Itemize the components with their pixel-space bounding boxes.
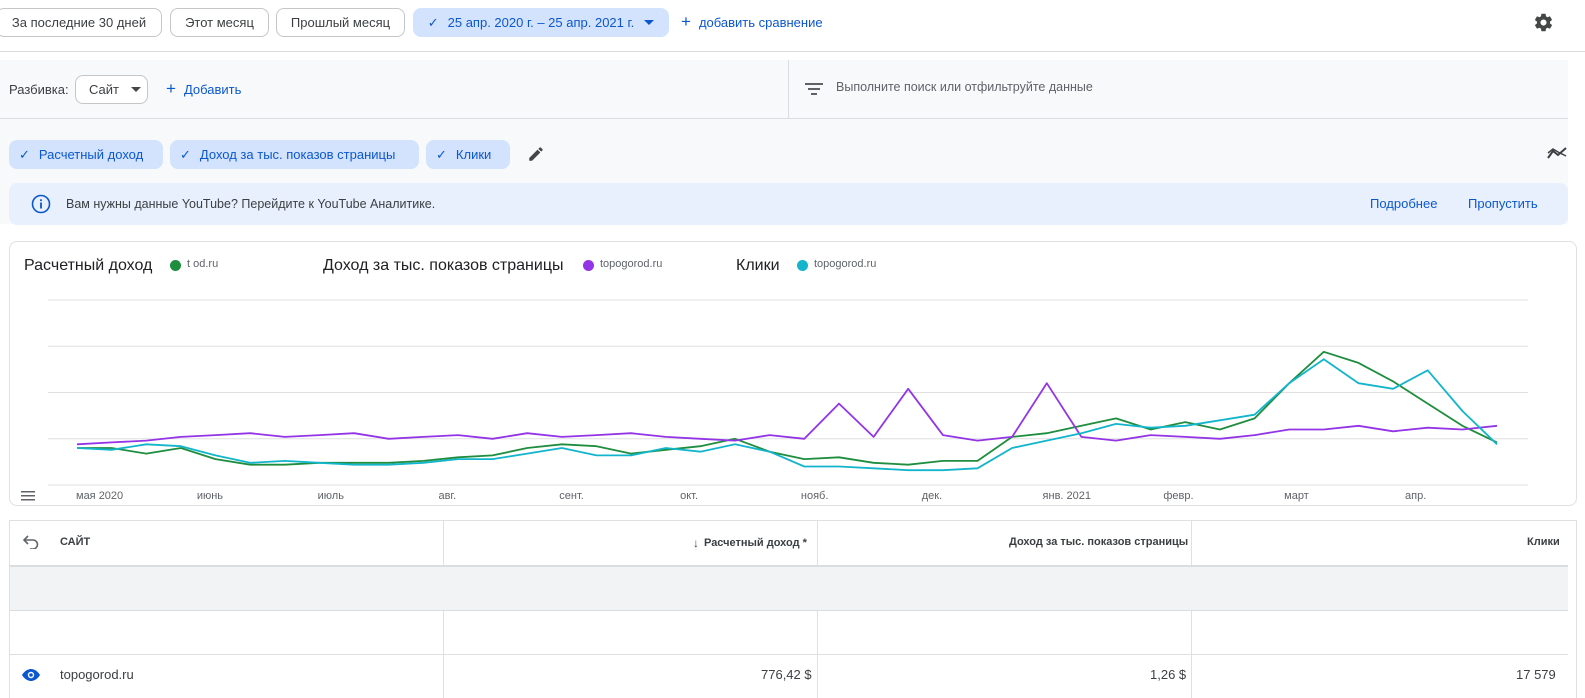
legend-site-clicks: topogorod.ru: [814, 258, 877, 270]
header-clicks[interactable]: Клики: [1527, 536, 1560, 548]
add-breakdown-label: Добавить: [183, 81, 242, 97]
legend-dot-clicks: [797, 260, 808, 271]
breakdown-value: Сайт: [89, 82, 119, 97]
eye-icon[interactable]: [21, 668, 41, 682]
row-divider: [10, 654, 1568, 655]
date-range-picker[interactable]: ✓ 25 апр. 2020 г. – 25 апр. 2021 г.: [413, 8, 669, 37]
search-placeholder: Выполните поиск или отфильтруйте данные: [836, 80, 1093, 94]
menu-icon[interactable]: [21, 491, 35, 501]
x-tick-label: июль: [317, 490, 344, 502]
check-icon: ✓: [436, 146, 447, 162]
column-divider: [1191, 521, 1192, 573]
learn-more-link[interactable]: Подробнее: [1370, 196, 1438, 211]
skip-button[interactable]: Пропустить: [1468, 196, 1538, 211]
x-tick-label: нояб.: [800, 490, 829, 502]
column-divider: [443, 521, 444, 573]
add-comparison-button[interactable]: + добавить сравнение: [681, 12, 823, 31]
legend-site-revenue: t od.ru: [187, 258, 219, 270]
x-tick-label: сент.: [559, 490, 584, 502]
cell-clicks: 17 579: [1516, 667, 1556, 682]
x-tick-label: мая 2020: [76, 490, 124, 502]
series-line-1: [76, 382, 1498, 446]
header-rpm[interactable]: Доход за тыс. показов страницы: [1009, 536, 1189, 548]
header-divider: [10, 565, 1568, 566]
plus-icon: +: [681, 12, 691, 31]
preset-last-30-days[interactable]: За последние 30 дней: [0, 8, 162, 37]
legend-dot-revenue: [170, 260, 181, 271]
totals-row: [10, 566, 1568, 611]
metric-chip-revenue[interactable]: ✓ Расчетный доход: [9, 140, 163, 169]
legend-metric-rpm: Доход за тыс. показов страницы: [323, 257, 564, 274]
legend-dot-rpm: [583, 260, 594, 271]
trend-line-icon[interactable]: [1547, 146, 1567, 160]
legend-site-rpm: topogorod.ru: [600, 258, 663, 270]
edit-pencil-icon[interactable]: [527, 145, 545, 163]
chevron-down-icon: [644, 20, 655, 25]
back-arrow-icon[interactable]: [23, 534, 39, 549]
cell-rpm: 1,26 $: [1150, 667, 1187, 682]
breakdown-bar: [0, 60, 1568, 119]
series-line-2: [76, 358, 1498, 472]
x-tick-label: дек.: [921, 490, 943, 502]
preset-label: Этот месяц: [185, 15, 254, 30]
column-divider: [817, 521, 818, 573]
x-tick-label: март: [1284, 490, 1309, 502]
preset-label: Прошлый месяц: [290, 15, 391, 30]
metric-chip-clicks[interactable]: ✓ Клики: [426, 140, 510, 169]
youtube-info-banner: [9, 183, 1568, 225]
add-comparison-label: добавить сравнение: [698, 14, 823, 30]
x-tick-label: апр.: [1405, 490, 1427, 502]
check-icon: ✓: [19, 146, 30, 162]
search-input[interactable]: Выполните поиск или отфильтруйте данные: [836, 80, 1536, 100]
legend-metric-clicks: Клики: [736, 257, 780, 274]
add-breakdown-button[interactable]: + Добавить: [166, 79, 242, 98]
breakdown-select[interactable]: Сайт: [75, 75, 148, 104]
date-range-label: 25 апр. 2020 г. – 25 апр. 2021 г.: [447, 15, 635, 30]
metric-chip-label: Доход за тыс. показов страницы: [199, 147, 396, 162]
x-tick-label: янв. 2021: [1042, 490, 1091, 502]
x-tick-label: окт.: [680, 490, 699, 502]
series-line-0: [77, 350, 1498, 466]
metric-chip-rpm[interactable]: ✓ Доход за тыс. показов страницы: [170, 140, 419, 169]
preset-this-month[interactable]: Этот месяц: [170, 8, 269, 37]
chevron-down-icon: [130, 87, 141, 92]
line-chart: [48, 299, 1528, 486]
metric-chip-label: Клики: [455, 147, 492, 162]
header-site[interactable]: САЙТ: [60, 536, 91, 548]
info-icon: [31, 194, 51, 214]
cell-site: topogorod.ru: [60, 667, 134, 682]
x-tick-label: июнь: [196, 490, 224, 502]
cell-revenue: 776,42 $: [761, 667, 812, 682]
filter-icon: [805, 83, 823, 95]
metric-chip-label: Расчетный доход: [38, 147, 144, 162]
divider: [788, 60, 789, 119]
breakdown-label: Разбивка:: [9, 82, 69, 97]
check-icon: ✓: [427, 14, 439, 30]
x-tick-label: авг.: [438, 490, 457, 502]
header-revenue-label: Расчетный доход *: [704, 537, 807, 549]
preset-last-month[interactable]: Прошлый месяц: [276, 8, 405, 37]
header-revenue[interactable]: ↓ Расчетный доход *: [693, 536, 807, 550]
gear-icon[interactable]: [1533, 12, 1554, 33]
plus-icon: +: [166, 79, 176, 98]
preset-label: За последние 30 дней: [11, 15, 147, 30]
x-tick-label: февр.: [1163, 490, 1194, 502]
legend-metric-revenue: Расчетный доход: [24, 257, 153, 274]
check-icon: ✓: [180, 146, 191, 162]
sort-down-arrow-icon: ↓: [693, 536, 699, 550]
info-text: Вам нужны данные YouTube? Перейдите к Yo…: [66, 197, 436, 211]
